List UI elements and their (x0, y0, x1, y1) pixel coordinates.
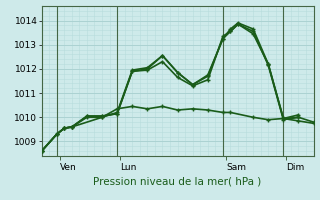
X-axis label: Pression niveau de la mer( hPa ): Pression niveau de la mer( hPa ) (93, 176, 262, 186)
